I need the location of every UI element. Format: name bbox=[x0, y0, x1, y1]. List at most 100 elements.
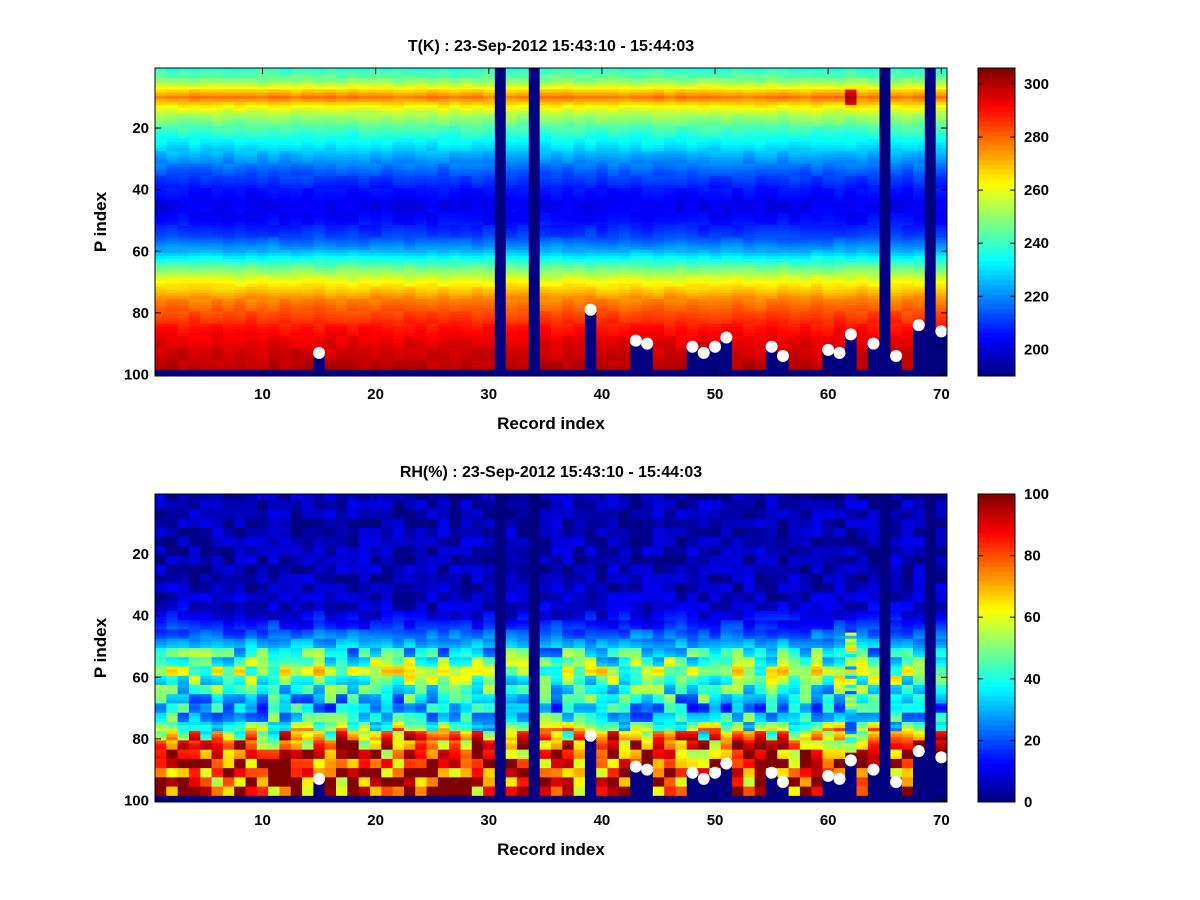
heatmap-cell bbox=[415, 80, 427, 84]
heatmap-cell bbox=[437, 237, 450, 241]
heatmap-cell bbox=[256, 243, 269, 248]
heatmap-cell bbox=[630, 188, 642, 192]
heatmap-cell bbox=[403, 89, 416, 94]
heatmap-cell bbox=[720, 104, 733, 109]
heatmap-cell bbox=[234, 311, 246, 315]
heatmap-cell bbox=[403, 151, 416, 155]
heatmap-cell bbox=[460, 215, 473, 220]
heatmap-cell bbox=[505, 366, 518, 371]
heatmap-cell bbox=[686, 89, 699, 94]
heatmap-cell bbox=[369, 163, 382, 167]
heatmap-cell bbox=[222, 117, 235, 121]
heatmap-cell bbox=[426, 203, 439, 207]
heatmap-cell bbox=[641, 314, 654, 318]
heatmap-cell bbox=[449, 351, 461, 355]
heatmap-cell bbox=[166, 68, 179, 72]
heatmap-cell bbox=[449, 77, 461, 81]
heatmap-cell bbox=[618, 268, 631, 272]
heatmap-cell bbox=[155, 83, 167, 87]
heatmap-cell bbox=[743, 320, 756, 325]
heatmap-cell bbox=[460, 299, 473, 303]
heatmap-cell bbox=[641, 141, 654, 146]
heatmap-cell bbox=[177, 101, 190, 106]
heatmap-cell bbox=[551, 178, 563, 183]
heatmap-cell bbox=[652, 141, 665, 146]
heatmap-cell bbox=[460, 172, 473, 177]
heatmap-cell bbox=[200, 255, 212, 260]
heatmap-cell bbox=[641, 237, 654, 241]
heatmap-cell bbox=[517, 98, 529, 103]
heatmap-cell bbox=[313, 172, 326, 177]
heatmap-cell bbox=[539, 354, 552, 358]
heatmap-cell bbox=[471, 203, 484, 207]
heatmap-cell bbox=[155, 234, 167, 238]
heatmap-cell bbox=[641, 188, 654, 192]
heatmap-cell bbox=[471, 314, 484, 318]
heatmap-cell bbox=[551, 188, 563, 192]
heatmap-cell bbox=[641, 262, 654, 266]
heatmap-cell bbox=[166, 228, 179, 232]
heatmap-cell bbox=[403, 332, 416, 337]
heatmap-cell bbox=[539, 185, 552, 189]
heatmap-cell bbox=[471, 335, 484, 340]
heatmap-cell bbox=[245, 104, 258, 109]
heatmap-cell bbox=[517, 274, 529, 278]
heatmap-cell bbox=[222, 274, 235, 278]
heatmap-cell bbox=[630, 151, 642, 155]
heatmap-cell bbox=[664, 354, 676, 358]
heatmap-cell bbox=[460, 68, 473, 72]
heatmap-cell bbox=[177, 348, 190, 352]
heatmap-cell bbox=[392, 299, 405, 303]
heatmap-cell bbox=[664, 317, 676, 321]
heatmap-cell bbox=[358, 258, 371, 263]
heatmap-cell bbox=[618, 320, 631, 325]
heatmap-cell bbox=[709, 323, 722, 328]
heatmap-cell bbox=[584, 154, 597, 158]
heatmap-cell bbox=[584, 151, 597, 155]
heatmap-cell bbox=[369, 311, 382, 315]
heatmap-cell bbox=[449, 218, 461, 223]
heatmap-cell bbox=[313, 215, 326, 220]
heatmap-cell bbox=[641, 283, 654, 288]
heatmap-cell bbox=[200, 114, 212, 118]
heatmap-cell bbox=[641, 117, 654, 121]
heatmap-cell bbox=[403, 218, 416, 223]
heatmap-cell bbox=[381, 101, 393, 106]
heatmap-cell bbox=[369, 108, 382, 112]
heatmap-cell bbox=[268, 117, 280, 121]
heatmap-cell bbox=[607, 283, 620, 291]
heatmap-cell bbox=[211, 274, 224, 278]
heatmap-cell bbox=[471, 289, 484, 294]
heatmap-cell bbox=[313, 89, 326, 94]
heatmap-cell bbox=[675, 206, 688, 211]
heatmap-cell bbox=[732, 129, 744, 134]
heatmap-cell bbox=[256, 225, 269, 229]
heatmap-cell bbox=[324, 95, 337, 100]
heatmap-cell bbox=[245, 203, 258, 207]
heatmap-cell bbox=[279, 351, 292, 355]
heatmap-cell bbox=[324, 132, 337, 137]
heatmap-cell bbox=[449, 117, 461, 121]
heatmap-cell bbox=[505, 348, 518, 352]
heatmap-cell bbox=[720, 77, 733, 81]
heatmap-cell bbox=[256, 212, 269, 217]
heatmap-cell bbox=[732, 83, 744, 87]
heatmap-cell bbox=[336, 228, 348, 232]
heatmap-cell bbox=[437, 218, 450, 223]
heatmap-cell bbox=[155, 95, 167, 100]
heatmap-cell bbox=[505, 188, 518, 192]
heatmap-cell bbox=[188, 366, 201, 371]
heatmap-cell bbox=[222, 280, 235, 284]
heatmap-cell bbox=[415, 299, 427, 303]
heatmap-cell bbox=[245, 302, 258, 306]
heatmap-cell bbox=[415, 172, 427, 177]
heatmap-cell bbox=[279, 194, 292, 198]
heatmap-cell bbox=[483, 345, 495, 349]
heatmap-cell bbox=[245, 215, 258, 220]
heatmap-cell bbox=[415, 240, 427, 244]
heatmap-cell bbox=[449, 126, 461, 130]
heatmap-cell bbox=[618, 228, 631, 232]
heatmap-cell bbox=[437, 101, 450, 106]
heatmap-cell bbox=[562, 348, 575, 352]
heatmap-cell bbox=[268, 258, 280, 263]
